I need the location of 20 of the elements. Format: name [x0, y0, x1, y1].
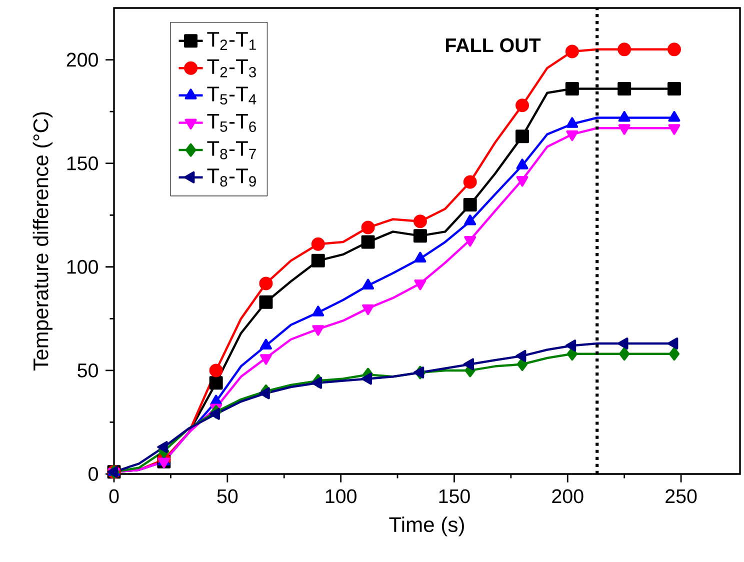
x-tick-label: 0: [109, 489, 119, 504]
x-tick-label: 100: [326, 489, 356, 504]
y-tick-label: 150: [67, 156, 98, 170]
x-tick-label: 250: [666, 489, 697, 504]
y-tick-label: 100: [67, 260, 98, 274]
x-tick-label: 50: [217, 489, 238, 504]
x-tick-label: 150: [439, 489, 470, 504]
legend-label: T$_{2}$-T$_{1}$: [207, 32, 256, 50]
legend-label: T$_{2}$-T$_{3}$: [207, 59, 256, 78]
annotation: FALL OUT: [446, 38, 541, 52]
x-axis-title: Time (s): [389, 516, 464, 536]
x-tick-label: 200: [552, 489, 584, 504]
y-tick-label: 200: [66, 52, 98, 67]
legend-label: T$_{8}$-T$_{9}$: [207, 168, 256, 187]
legend-label: T$_{8}$-T$_{7}$: [207, 141, 256, 160]
legend-label: T$_{5}$-T$_{6}$: [207, 114, 256, 132]
y-axis-title: Temperature difference (°C): [32, 112, 52, 371]
y-tick-label: 50: [78, 363, 98, 378]
y-tick-label: 0: [88, 467, 98, 481]
legend-label: T$_{5}$-T$_{4}$: [207, 86, 256, 105]
